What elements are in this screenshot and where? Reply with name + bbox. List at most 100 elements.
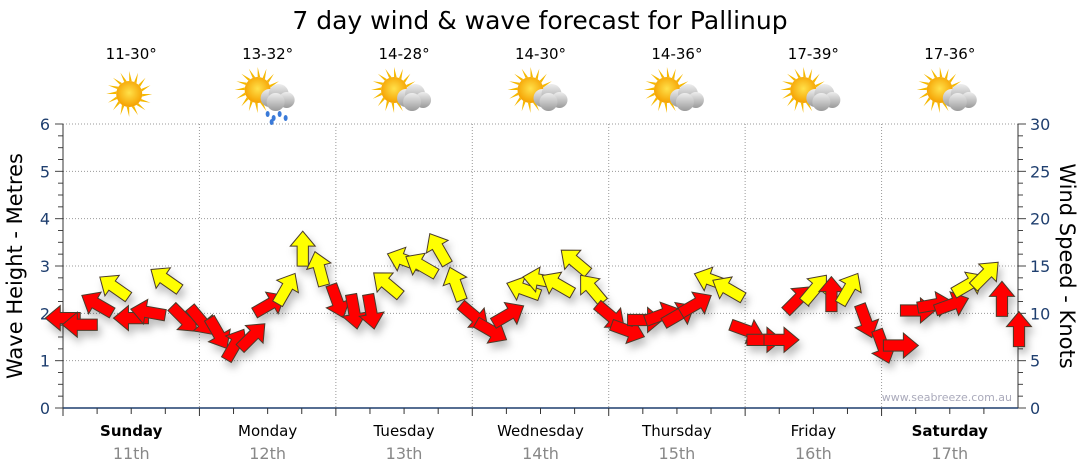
sun-ray	[951, 81, 962, 88]
wind-arrow	[580, 274, 609, 307]
wind-arrow	[677, 291, 712, 319]
y-right-tick-label: 0	[1030, 399, 1040, 418]
sun-ray	[141, 94, 153, 97]
sun-ray	[916, 87, 928, 90]
sun-ray	[948, 73, 957, 83]
sun-ray	[918, 81, 930, 86]
sun-ray	[669, 102, 676, 112]
weather-icons: 11-30° 13-32° 14-28° 14-30° 14-36° 17-39° 17-3…	[106, 45, 977, 125]
sun-ray	[787, 97, 795, 107]
y-axis-right-label: Wind Speed - Knots	[1055, 163, 1079, 368]
day-label: Wednesday	[497, 422, 584, 440]
sun-ray	[106, 91, 117, 94]
sun-ray	[120, 72, 127, 82]
sun-ray	[394, 67, 397, 78]
sun-ray	[666, 67, 670, 78]
sun-ray	[248, 100, 253, 112]
sun-ray	[542, 81, 552, 88]
sun-ray	[255, 102, 258, 113]
sun-ray	[509, 81, 520, 86]
sun-ray	[234, 87, 245, 90]
wind-arrow	[425, 232, 453, 268]
sun-ray	[112, 77, 123, 85]
y-right-tick-label: 25	[1030, 162, 1050, 181]
sun-ray	[377, 97, 385, 107]
rain-drop	[277, 111, 282, 117]
sun-ray	[107, 96, 118, 103]
sun-ray	[391, 102, 395, 113]
sun-ray	[514, 73, 524, 81]
sun-ray	[241, 97, 249, 107]
sun-disc	[116, 81, 143, 107]
wind-arrow	[289, 230, 317, 267]
wind-arrow	[272, 272, 300, 308]
sun-ray	[780, 87, 791, 90]
wind-arrow	[968, 261, 999, 292]
y-right-tick-label: 20	[1030, 210, 1050, 229]
sun-ray	[112, 101, 121, 111]
sun-ray	[815, 81, 825, 88]
sun-ray	[805, 102, 813, 112]
rain-cloud-icon	[234, 67, 295, 125]
date-label: 13th	[386, 444, 423, 463]
wind-arrow	[442, 266, 468, 303]
sun-ray	[385, 68, 392, 78]
wind-arrow	[882, 331, 920, 360]
y-left-tick-label: 0	[40, 399, 50, 418]
wind-arrow	[99, 274, 133, 303]
wind-arrow	[712, 276, 747, 304]
sun-ray	[507, 87, 518, 90]
sun-ray	[527, 102, 531, 113]
y-right-tick-label: 10	[1030, 304, 1050, 323]
day-label: Tuesday	[373, 422, 435, 440]
sun-ray	[812, 73, 820, 83]
date-label: 11th	[113, 444, 150, 463]
partly-cloudy-icon	[507, 67, 568, 113]
wind-arrow	[988, 280, 1016, 317]
sun-ray	[521, 68, 529, 78]
temp-range: 17-36°	[924, 45, 975, 63]
rain-drop	[265, 111, 270, 117]
sun-ray	[939, 67, 943, 78]
wind-arrow	[1005, 310, 1033, 348]
temp-range: 13-32°	[242, 45, 293, 63]
wind-arrow	[373, 272, 405, 301]
sun-ray	[236, 92, 246, 99]
partly-cloudy-icon	[643, 67, 704, 113]
sun-ray	[671, 68, 676, 80]
sun-ray	[107, 85, 119, 90]
wind-arrow	[150, 267, 184, 295]
date-label: 16th	[795, 444, 832, 463]
day-label: Thursday	[641, 422, 712, 440]
temp-range: 17-39°	[788, 45, 839, 63]
y-left-tick-label: 6	[40, 115, 50, 134]
gridlines	[63, 123, 1018, 408]
cloud-puff	[812, 93, 831, 111]
sun-ray	[539, 73, 547, 83]
cloud-puff	[403, 93, 422, 111]
y-left-tick-label: 5	[40, 162, 50, 181]
sun-ray	[377, 73, 387, 81]
temp-range: 11-30°	[106, 45, 157, 63]
sun-ray	[266, 73, 274, 83]
chart-title: 7 day wind & wave forecast for Pallinup	[292, 6, 787, 35]
sun-ray	[782, 92, 792, 99]
sun-ray	[930, 100, 935, 112]
sun-ray	[260, 102, 267, 112]
partly-cloudy-icon	[916, 67, 977, 113]
day-label: Saturday	[912, 422, 989, 440]
sun-ray	[141, 85, 151, 92]
sun-ray	[923, 97, 931, 107]
sun-ray	[530, 67, 534, 78]
sun-ray	[138, 77, 146, 87]
wind-arrow	[560, 249, 593, 278]
y-left-tick-label: 3	[40, 257, 50, 276]
partly-cloudy-icon	[780, 67, 841, 113]
sun-ray	[650, 73, 660, 81]
sun-ray	[371, 87, 382, 90]
sun-ray	[126, 106, 130, 117]
sun-ray	[676, 73, 684, 83]
sun-ray	[532, 102, 540, 112]
wind-arrow	[184, 303, 213, 335]
axes: 0 1 2 3 4 5 6 0 5 10 15 20 25 30 Sunday 11th Monday 12th T…	[40, 115, 1051, 463]
